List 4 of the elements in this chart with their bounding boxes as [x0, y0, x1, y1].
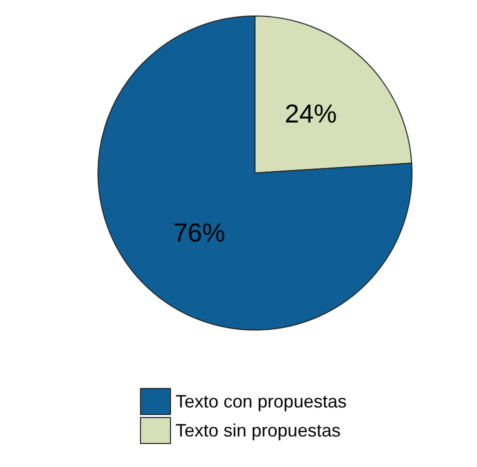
data-label: 76% — [173, 217, 226, 248]
data-label: 24% — [284, 98, 337, 129]
legend-label: Texto sin propuestas — [176, 420, 341, 440]
legend-label: Texto con propuestas — [176, 392, 347, 412]
